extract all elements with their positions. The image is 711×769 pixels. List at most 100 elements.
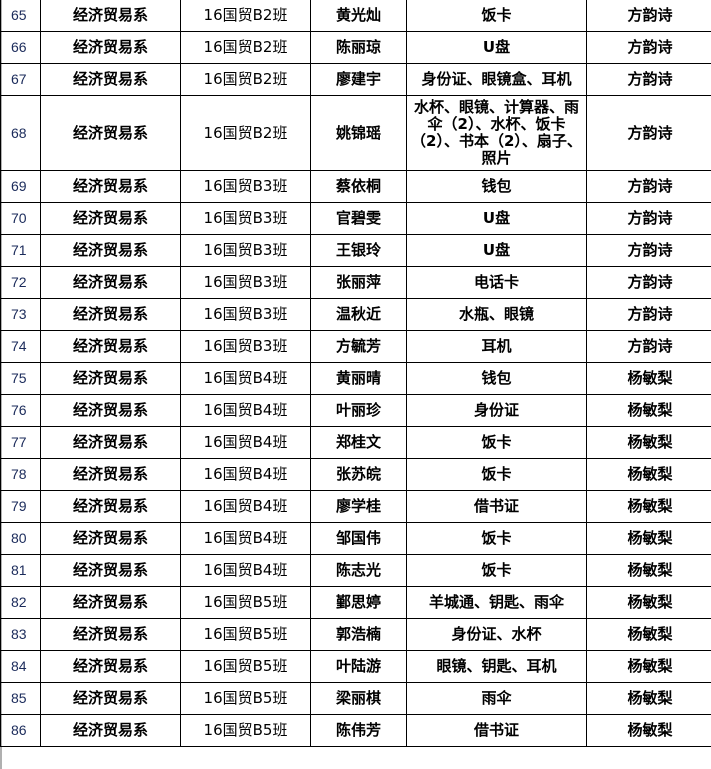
teacher-cell[interactable]: 杨敏梨 [586, 714, 711, 747]
student-name-cell[interactable]: 黄丽晴 [310, 362, 407, 395]
row-number[interactable]: 79 [0, 490, 41, 523]
class-cell[interactable]: 16国贸B2班 [180, 31, 311, 64]
class-cell[interactable]: 16国贸B4班 [180, 522, 311, 555]
student-name-cell[interactable]: 郑桂文 [310, 426, 407, 459]
student-name-cell[interactable]: 张丽萍 [310, 266, 407, 299]
class-cell[interactable]: 16国贸B3班 [180, 330, 311, 363]
student-name-cell[interactable]: 张苏皖 [310, 458, 407, 491]
row-number[interactable]: 73 [0, 298, 41, 331]
department-cell[interactable]: 经济贸易系 [40, 714, 181, 747]
row-number[interactable]: 70 [0, 202, 41, 235]
lost-items-cell[interactable]: 饭卡 [406, 554, 587, 587]
student-name-cell[interactable]: 官碧雯 [310, 202, 407, 235]
department-cell[interactable]: 经济贸易系 [40, 650, 181, 683]
student-name-cell[interactable]: 陈志光 [310, 554, 407, 587]
class-cell[interactable]: 16国贸B3班 [180, 234, 311, 267]
department-cell[interactable]: 经济贸易系 [40, 330, 181, 363]
class-cell[interactable]: 16国贸B3班 [180, 266, 311, 299]
department-cell[interactable]: 经济贸易系 [40, 298, 181, 331]
lost-items-cell[interactable]: U盘 [406, 202, 587, 235]
row-number[interactable]: 78 [0, 458, 41, 491]
row-number[interactable]: 83 [0, 618, 41, 651]
row-number[interactable]: 81 [0, 554, 41, 587]
teacher-cell[interactable]: 杨敏梨 [586, 362, 711, 395]
lost-items-cell[interactable]: 身份证、眼镜盒、耳机 [406, 63, 587, 96]
class-cell[interactable]: 16国贸B4班 [180, 554, 311, 587]
class-cell[interactable]: 16国贸B4班 [180, 394, 311, 427]
lost-items-cell[interactable]: 饭卡 [406, 0, 587, 32]
department-cell[interactable]: 经济贸易系 [40, 170, 181, 203]
student-name-cell[interactable]: 陈伟芳 [310, 714, 407, 747]
class-cell[interactable]: 16国贸B5班 [180, 650, 311, 683]
department-cell[interactable]: 经济贸易系 [40, 682, 181, 715]
teacher-cell[interactable]: 杨敏梨 [586, 586, 711, 619]
class-cell[interactable]: 16国贸B4班 [180, 490, 311, 523]
student-name-cell[interactable]: 黄光灿 [310, 0, 407, 32]
teacher-cell[interactable]: 方韵诗 [586, 266, 711, 299]
teacher-cell[interactable]: 杨敏梨 [586, 650, 711, 683]
lost-items-cell[interactable]: 水杯、眼镜、计算器、雨伞（2）、水杯、饭卡（2）、书本（2）、扇子、照片 [406, 95, 587, 171]
class-cell[interactable]: 16国贸B2班 [180, 95, 311, 171]
teacher-cell[interactable]: 杨敏梨 [586, 490, 711, 523]
department-cell[interactable]: 经济贸易系 [40, 522, 181, 555]
lost-items-cell[interactable]: 钱包 [406, 362, 587, 395]
row-number[interactable]: 72 [0, 266, 41, 299]
department-cell[interactable]: 经济贸易系 [40, 554, 181, 587]
student-name-cell[interactable]: 梁丽棋 [310, 682, 407, 715]
class-cell[interactable]: 16国贸B5班 [180, 618, 311, 651]
teacher-cell[interactable]: 方韵诗 [586, 0, 711, 32]
lost-items-cell[interactable]: 羊城通、钥匙、雨伞 [406, 586, 587, 619]
teacher-cell[interactable]: 杨敏梨 [586, 682, 711, 715]
student-name-cell[interactable]: 陈丽琼 [310, 31, 407, 64]
row-number[interactable]: 69 [0, 170, 41, 203]
lost-items-cell[interactable]: 借书证 [406, 714, 587, 747]
row-number[interactable]: 75 [0, 362, 41, 395]
teacher-cell[interactable]: 杨敏梨 [586, 458, 711, 491]
class-cell[interactable]: 16国贸B3班 [180, 202, 311, 235]
teacher-cell[interactable]: 方韵诗 [586, 202, 711, 235]
teacher-cell[interactable]: 方韵诗 [586, 298, 711, 331]
class-cell[interactable]: 16国贸B4班 [180, 458, 311, 491]
row-number[interactable]: 77 [0, 426, 41, 459]
student-name-cell[interactable]: 郭浩楠 [310, 618, 407, 651]
row-number[interactable]: 68 [0, 95, 41, 171]
row-number[interactable]: 76 [0, 394, 41, 427]
row-number[interactable]: 71 [0, 234, 41, 267]
class-cell[interactable]: 16国贸B4班 [180, 426, 311, 459]
lost-items-cell[interactable]: 饭卡 [406, 426, 587, 459]
class-cell[interactable]: 16国贸B5班 [180, 714, 311, 747]
teacher-cell[interactable]: 方韵诗 [586, 234, 711, 267]
department-cell[interactable]: 经济贸易系 [40, 0, 181, 32]
row-number[interactable]: 80 [0, 522, 41, 555]
row-number[interactable]: 66 [0, 31, 41, 64]
row-number[interactable]: 67 [0, 63, 41, 96]
department-cell[interactable]: 经济贸易系 [40, 266, 181, 299]
class-cell[interactable]: 16国贸B3班 [180, 170, 311, 203]
lost-items-cell[interactable]: 身份证、水杯 [406, 618, 587, 651]
student-name-cell[interactable]: 廖建宇 [310, 63, 407, 96]
class-cell[interactable]: 16国贸B2班 [180, 0, 311, 32]
row-number[interactable]: 65 [0, 0, 41, 32]
student-name-cell[interactable]: 蔡依桐 [310, 170, 407, 203]
lost-items-cell[interactable]: 电话卡 [406, 266, 587, 299]
lost-items-cell[interactable]: 借书证 [406, 490, 587, 523]
teacher-cell[interactable]: 杨敏梨 [586, 394, 711, 427]
lost-items-cell[interactable]: 水瓶、眼镜 [406, 298, 587, 331]
teacher-cell[interactable]: 方韵诗 [586, 63, 711, 96]
class-cell[interactable]: 16国贸B5班 [180, 682, 311, 715]
student-name-cell[interactable]: 叶陆游 [310, 650, 407, 683]
row-number[interactable]: 86 [0, 714, 41, 747]
department-cell[interactable]: 经济贸易系 [40, 394, 181, 427]
student-name-cell[interactable]: 邹国伟 [310, 522, 407, 555]
student-name-cell[interactable]: 廖学桂 [310, 490, 407, 523]
teacher-cell[interactable]: 杨敏梨 [586, 426, 711, 459]
department-cell[interactable]: 经济贸易系 [40, 63, 181, 96]
department-cell[interactable]: 经济贸易系 [40, 234, 181, 267]
lost-items-cell[interactable]: 耳机 [406, 330, 587, 363]
student-name-cell[interactable]: 王银玲 [310, 234, 407, 267]
department-cell[interactable]: 经济贸易系 [40, 618, 181, 651]
teacher-cell[interactable]: 方韵诗 [586, 95, 711, 171]
class-cell[interactable]: 16国贸B4班 [180, 362, 311, 395]
teacher-cell[interactable]: 方韵诗 [586, 31, 711, 64]
department-cell[interactable]: 经济贸易系 [40, 490, 181, 523]
